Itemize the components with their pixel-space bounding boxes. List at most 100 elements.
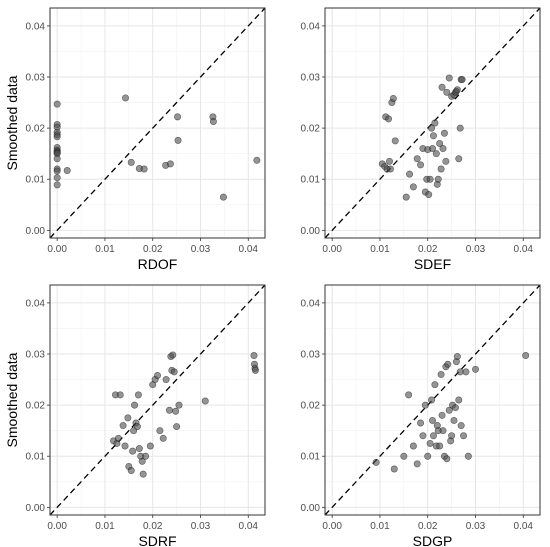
data-point [253, 156, 261, 164]
data-point [121, 94, 129, 102]
data-point [165, 406, 173, 414]
data-point [434, 175, 442, 183]
data-point [219, 193, 227, 201]
y-tick-label: 0.04 [26, 298, 46, 309]
data-point [437, 370, 445, 378]
data-point [385, 157, 393, 165]
data-point [400, 452, 408, 460]
y-tick-label: 0.01 [301, 175, 321, 186]
x-tick-label: 0.03 [466, 521, 486, 532]
data-point [443, 88, 451, 96]
data-point [175, 401, 183, 409]
data-point [432, 150, 440, 158]
data-point [53, 155, 61, 163]
data-point [250, 352, 258, 360]
data-point [53, 133, 61, 141]
data-point [372, 458, 380, 466]
x-tick-label: 0.02 [418, 244, 438, 255]
data-point [173, 423, 181, 431]
y-axis-title: Smoothed data [4, 75, 20, 170]
data-point [402, 193, 410, 201]
data-point [428, 145, 436, 153]
panel-border [49, 7, 266, 239]
y-tick-label: 0.02 [301, 401, 321, 412]
data-point [417, 419, 425, 427]
x-tick-label: 0.00 [322, 244, 342, 255]
data-point [436, 442, 444, 450]
data-point [121, 442, 129, 450]
data-point [438, 411, 446, 419]
data-point [413, 460, 421, 468]
x-tick-label: 0.04 [239, 521, 259, 532]
x-tick-label: 0.01 [95, 244, 115, 255]
data-point [431, 381, 439, 389]
data-point [439, 427, 447, 435]
x-tick-label: 0.00 [47, 521, 67, 532]
x-tick-label: 0.04 [514, 244, 534, 255]
y-tick-label: 0.03 [26, 73, 46, 84]
identity-line [49, 7, 266, 239]
x-tick-label: 0.00 [47, 244, 67, 255]
data-point [431, 119, 439, 127]
y-tick-label: 0.01 [26, 452, 46, 463]
data-point [455, 396, 463, 404]
x-tick-label: 0.03 [191, 244, 211, 255]
data-point [428, 124, 436, 132]
data-point [453, 353, 461, 361]
y-tick-label: 0.01 [301, 452, 321, 463]
x-axis-title: SDRF [138, 533, 176, 547]
data-point [166, 160, 174, 168]
data-point [425, 191, 433, 199]
panel-border [49, 284, 266, 516]
data-point [448, 432, 456, 440]
data-point [386, 165, 394, 173]
y-tick-label: 0.00 [26, 226, 46, 237]
y-tick-label: 0.02 [26, 401, 46, 412]
data-point [457, 422, 465, 430]
data-point [437, 165, 445, 173]
data-point [116, 391, 124, 399]
x-tick-label: 0.03 [466, 244, 486, 255]
data-point [464, 452, 472, 460]
data-point [413, 155, 421, 163]
data-point [409, 183, 417, 191]
x-tick-label: 0.03 [191, 521, 211, 532]
data-point [159, 434, 167, 442]
data-point [127, 467, 135, 475]
data-point [154, 371, 162, 379]
data-point [419, 432, 427, 440]
data-point [129, 447, 137, 455]
data-point [170, 368, 178, 376]
data-point [63, 167, 71, 175]
data-point [442, 157, 450, 165]
data-point [201, 397, 209, 405]
y-tick-label: 0.03 [301, 73, 321, 84]
data-point [53, 181, 61, 189]
data-point [522, 352, 530, 360]
data-point [124, 414, 132, 422]
y-tick-label: 0.00 [26, 503, 46, 514]
data-point [174, 113, 182, 121]
y-tick-label: 0.00 [301, 226, 321, 237]
data-point [127, 158, 135, 166]
panel-rdof: 0.00 0.01 0.02 0.03 0.04 0.00 0.01 0.02 0.03 0.04… [4, 7, 266, 272]
data-point [53, 174, 61, 182]
data-point [453, 86, 461, 94]
data-point [133, 423, 141, 431]
data-point [405, 391, 413, 399]
data-point [391, 137, 399, 145]
identity-line [49, 284, 266, 516]
data-point [53, 100, 61, 108]
data-point [140, 165, 148, 173]
data-point [421, 401, 429, 409]
data-point [134, 391, 142, 399]
y-tick-label: 0.04 [301, 21, 321, 32]
data-point [460, 432, 468, 440]
panel-border [324, 7, 541, 239]
y-tick-label: 0.02 [301, 124, 321, 135]
panel-border [324, 284, 541, 516]
y-tick-label: 0.03 [26, 350, 46, 361]
panel-sdrf: 0.00 0.01 0.02 0.03 0.04 0.00 0.01 0.02 0.03 0.04… [4, 284, 266, 547]
x-axis-title: SDGP [413, 533, 453, 547]
data-point [251, 366, 259, 374]
